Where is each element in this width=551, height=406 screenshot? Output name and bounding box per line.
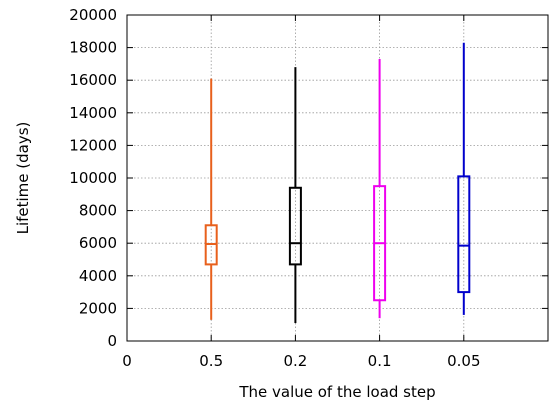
y-tick-label: 12000	[69, 136, 117, 154]
y-tick-label: 2000	[79, 299, 117, 317]
x-axis-title: The value of the load step	[238, 383, 435, 401]
y-axis-title: Lifetime (days)	[14, 122, 32, 235]
y-tick-label: 20000	[69, 6, 117, 24]
x-tick-label: 0.05	[447, 352, 480, 370]
box-iqr	[288, 186, 302, 266]
grid-lines	[127, 15, 548, 341]
box-iqr	[457, 175, 471, 294]
box-plot-series	[204, 42, 471, 324]
y-tick-label: 6000	[79, 234, 117, 252]
y-tick-label: 18000	[69, 39, 117, 57]
axis-ticks: 0 2000 4000 6000 8000 10000 12000 14000 16000 180…	[69, 6, 548, 370]
x-tick-label: 0.2	[283, 352, 307, 370]
y-tick-label: 16000	[69, 71, 117, 89]
y-tick-label: 8000	[79, 202, 117, 220]
y-tick-label: 4000	[79, 267, 117, 285]
y-tick-label: 0	[107, 332, 117, 350]
x-tick-label: 0	[122, 352, 132, 370]
x-tick-label: 0.5	[199, 352, 223, 370]
y-tick-label: 14000	[69, 104, 117, 122]
x-tick-label: 0.1	[368, 352, 392, 370]
y-tick-label: 10000	[69, 169, 117, 187]
